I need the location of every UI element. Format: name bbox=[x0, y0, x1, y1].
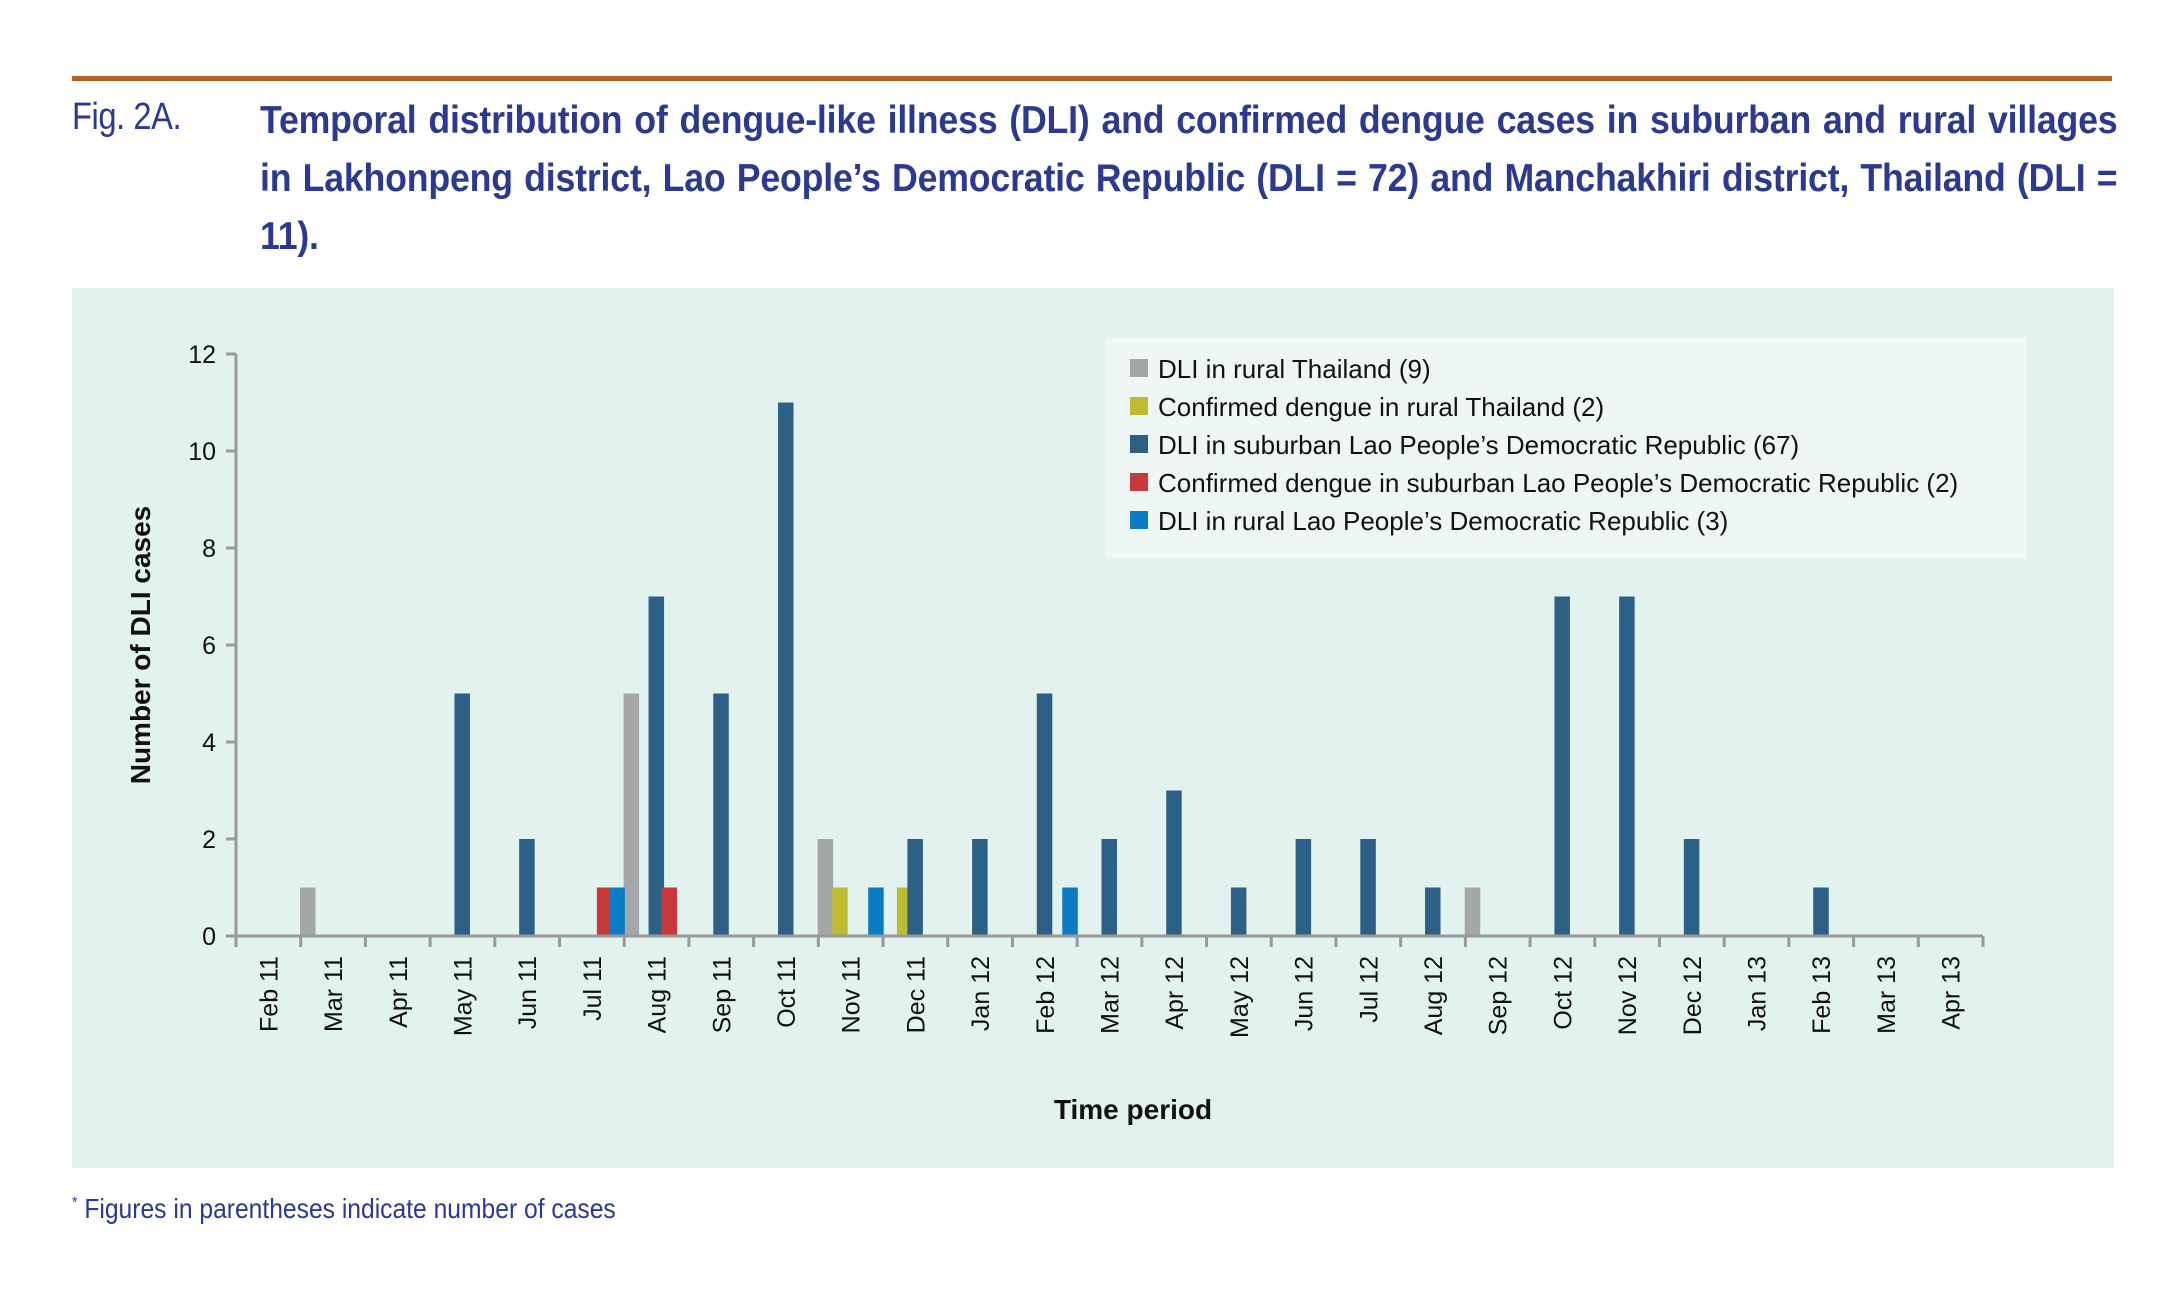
bar bbox=[972, 839, 988, 936]
bar bbox=[1683, 839, 1700, 936]
bar bbox=[817, 839, 834, 936]
x-tick-label: Jan 13 bbox=[1744, 956, 1772, 1031]
x-tick-label: Aug 12 bbox=[1420, 956, 1448, 1035]
bar bbox=[832, 887, 848, 936]
bar bbox=[907, 839, 923, 936]
y-tick-label: 4 bbox=[202, 729, 216, 757]
legend-swatch bbox=[1130, 473, 1148, 491]
legend-entry: DLI in suburban Lao People’s Democratic … bbox=[1158, 430, 1799, 460]
bar bbox=[1062, 887, 1078, 936]
x-tick-label: Dec 12 bbox=[1679, 956, 1707, 1035]
y-tick-label: 12 bbox=[188, 341, 216, 369]
bar bbox=[1230, 887, 1247, 936]
y-axis-title: Number of DLI cases bbox=[125, 506, 156, 785]
bar bbox=[661, 887, 678, 936]
bar bbox=[1360, 839, 1376, 936]
bar bbox=[1166, 790, 1182, 936]
x-tick-label: Feb 12 bbox=[1032, 956, 1060, 1034]
bar bbox=[1425, 887, 1441, 936]
bar bbox=[1295, 839, 1312, 936]
figure-label: Fig. 2A. bbox=[72, 96, 182, 138]
x-tick-label: Apr 11 bbox=[385, 956, 413, 1028]
footnote-mark: * bbox=[72, 1194, 78, 1212]
x-tick-label: Mar 13 bbox=[1873, 956, 1901, 1034]
legend-swatch bbox=[1130, 397, 1148, 415]
x-tick-label: Sep 12 bbox=[1485, 956, 1513, 1035]
x-tick-label: Jul 11 bbox=[579, 956, 607, 1021]
x-tick-label: Jan 12 bbox=[967, 956, 995, 1031]
x-tick-label: Apr 12 bbox=[1161, 956, 1189, 1030]
legend-swatch bbox=[1130, 511, 1148, 529]
bar bbox=[454, 693, 470, 936]
legend-entry: DLI in rural Lao People’s Democratic Rep… bbox=[1158, 506, 1728, 536]
x-tick-label: Jun 12 bbox=[1291, 956, 1319, 1031]
bar bbox=[1101, 839, 1117, 936]
bar bbox=[648, 596, 665, 936]
x-tick-label: Aug 11 bbox=[644, 956, 672, 1033]
bar bbox=[1036, 693, 1053, 936]
y-tick-label: 2 bbox=[202, 826, 216, 854]
footnote: * Figures in parentheses indicate number… bbox=[72, 1193, 616, 1225]
y-tick-label: 6 bbox=[202, 632, 216, 660]
bar bbox=[713, 693, 729, 936]
header-rule bbox=[72, 76, 2112, 81]
bar bbox=[1464, 887, 1481, 936]
bar bbox=[596, 887, 613, 936]
x-tick-label: Nov 12 bbox=[1614, 956, 1642, 1035]
bar bbox=[623, 693, 640, 936]
bar bbox=[519, 839, 535, 936]
x-tick-label: May 12 bbox=[1226, 956, 1254, 1038]
x-tick-label: Oct 12 bbox=[1549, 956, 1577, 1030]
legend: DLI in rural Thailand (9) Confirmed dengu… bbox=[1106, 337, 2027, 559]
legend-swatch bbox=[1130, 359, 1148, 377]
figure-title: Temporal distribution of dengue-like ill… bbox=[260, 99, 2118, 258]
x-tick-label: Jun 11 bbox=[514, 956, 542, 1029]
bar bbox=[1813, 887, 1829, 936]
x-tick-label: Dec 11 bbox=[902, 956, 930, 1033]
bar bbox=[1619, 596, 1635, 936]
legend-entry: Confirmed dengue in rural Thailand (2) bbox=[1158, 392, 1604, 422]
x-tick-label: Jul 12 bbox=[1355, 956, 1383, 1023]
x-tick-label: Feb 13 bbox=[1808, 956, 1836, 1034]
x-tick-label: Mar 12 bbox=[1097, 956, 1125, 1034]
bar bbox=[868, 887, 884, 936]
bar bbox=[300, 887, 316, 936]
bar bbox=[609, 887, 625, 936]
legend-swatch bbox=[1130, 435, 1148, 453]
footnote-text: Figures in parentheses indicate number o… bbox=[77, 1193, 616, 1224]
x-tick-label: May 11 bbox=[449, 956, 477, 1036]
x-tick-label: Feb 11 bbox=[255, 956, 283, 1032]
y-tick-label: 8 bbox=[202, 535, 216, 563]
x-tick-label: Sep 11 bbox=[708, 956, 736, 1033]
bars bbox=[300, 402, 1829, 936]
x-tick-label: Nov 11 bbox=[838, 956, 866, 1033]
x-tick-label: Oct 11 bbox=[773, 956, 801, 1028]
y-tick-label: 10 bbox=[188, 438, 216, 466]
x-tick-label: Mar 11 bbox=[320, 956, 348, 1032]
bar bbox=[1554, 596, 1570, 936]
y-tick-label: 0 bbox=[202, 923, 216, 951]
x-tick-label: Apr 13 bbox=[1938, 956, 1966, 1030]
x-axis-title: Time period bbox=[1054, 1094, 1212, 1125]
axes: 0 2 4 6 8 10 12 Feb 11 Mar 11 Apr 11 May 11 Jun 11 J… bbox=[188, 341, 1985, 1038]
bar bbox=[777, 402, 794, 936]
legend-box bbox=[1106, 337, 2027, 559]
legend-entry: Confirmed dengue in suburban Lao People’… bbox=[1158, 468, 1958, 498]
legend-entry: DLI in rural Thailand (9) bbox=[1158, 354, 1431, 384]
